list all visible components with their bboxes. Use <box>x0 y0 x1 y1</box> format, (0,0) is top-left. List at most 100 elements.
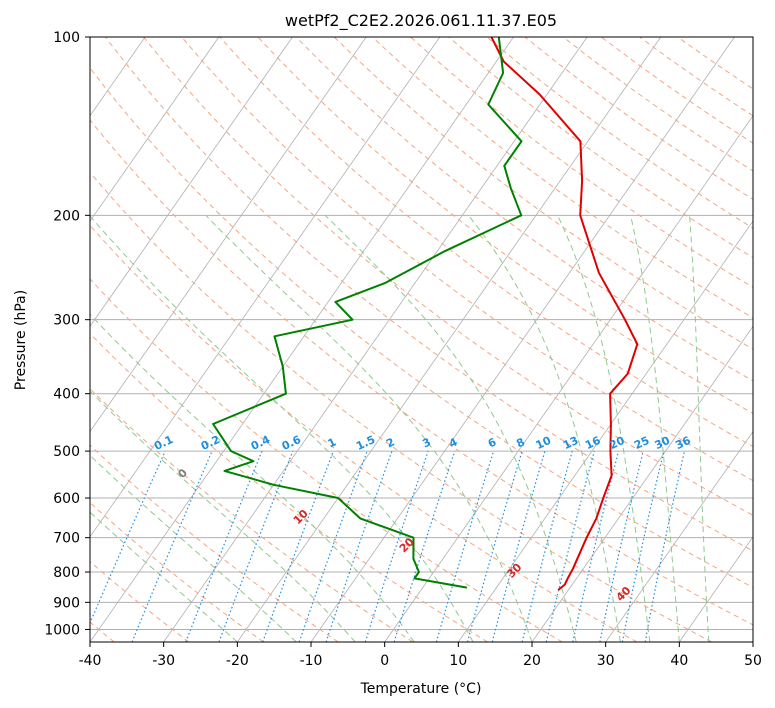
mixing-ratio-label: 8 <box>514 435 526 450</box>
x-axis-ticks: -40 -30 -20 -10 0 10 20 30 40 50 <box>79 642 762 669</box>
x-tick-label: 50 <box>744 653 762 669</box>
plot-frame <box>89 36 754 643</box>
isotherm <box>531 325 753 642</box>
mixing-ratio-line <box>545 450 595 642</box>
dewpoint-profile <box>212 37 523 589</box>
dry-adiabat <box>601 37 753 144</box>
x-tick-label: 20 <box>523 653 541 669</box>
y-tick-label: 1000 <box>44 622 80 638</box>
moist-adiabat <box>557 215 651 642</box>
isotherm <box>163 37 588 642</box>
mixing-ratio-label: 0.2 <box>199 433 222 453</box>
dry-adiabat <box>410 37 753 289</box>
line-labels: 0.1 0.2 0.4 0.6 1 1.5 2 3 4 6 8 10 13 16 20 25 30 3601020… <box>152 433 693 604</box>
x-axis-label: Temperature (°C) <box>360 681 482 697</box>
temperature-profile <box>490 37 639 591</box>
mixing-ratio-label: 25 <box>632 434 651 452</box>
y-axis-ticks: 100 200 300 400 500 600 700 800 900 1000 <box>44 30 90 638</box>
mixing-ratio-line <box>131 450 213 642</box>
x-tick-label: 10 <box>449 653 467 669</box>
dry-adiabat <box>257 37 753 414</box>
mixing-ratio-label: 0.6 <box>280 433 303 453</box>
moist-adiabat <box>90 454 297 642</box>
moist-adiabats <box>90 214 710 642</box>
x-tick-label: -30 <box>152 653 175 669</box>
dry-adiabat <box>90 560 190 642</box>
moist-adiabat <box>90 390 356 642</box>
dry-adiabat <box>333 37 753 350</box>
y-axis-label: Pressure (hPa) <box>13 290 29 390</box>
mixing-ratio-label: 4 <box>447 435 460 450</box>
mixing-ratio-line <box>599 450 644 642</box>
mixing-ratio-line <box>364 450 429 642</box>
isotherm <box>0 37 72 642</box>
dry-adiabat <box>372 37 753 319</box>
mixing-ratio-line <box>298 450 368 642</box>
dry-adiabat <box>104 37 753 552</box>
sounding-profiles <box>212 37 639 591</box>
isotherm <box>752 641 753 642</box>
y-tick-label: 300 <box>53 313 80 329</box>
moist-adiabat <box>205 214 533 642</box>
x-tick-label: 0 <box>380 653 389 669</box>
x-tick-label: -10 <box>300 653 323 669</box>
dry-adiabat <box>90 67 753 588</box>
mixing-ratio-line <box>435 450 495 642</box>
y-tick-label: 500 <box>53 444 80 460</box>
mixing-ratio-line <box>466 450 523 642</box>
isotherm <box>90 37 220 222</box>
x-tick-label: -20 <box>226 653 249 669</box>
dry-adiabat-label: 30 <box>504 561 524 581</box>
dry-adiabat-label: 40 <box>614 584 634 604</box>
dry-adiabat <box>143 37 753 516</box>
mixing-ratio-line <box>644 450 686 642</box>
moist-adiabat <box>90 511 238 642</box>
mixing-ratio-label: 0.4 <box>249 433 272 453</box>
dry-adiabat <box>295 37 753 382</box>
isotherm <box>679 536 753 642</box>
y-tick-label: 800 <box>53 565 80 581</box>
mixing-ratio-line <box>491 450 546 642</box>
dry-adiabat <box>486 37 753 229</box>
dry-adiabat <box>90 171 712 642</box>
dry-adiabats <box>90 37 753 642</box>
mixing-ratio-label: 6 <box>486 435 499 450</box>
isotherm <box>458 220 753 642</box>
x-tick-label: 40 <box>670 653 688 669</box>
dry-adiabat <box>90 332 488 642</box>
y-tick-label: 600 <box>53 491 80 507</box>
chart-title: wetPf2_C2E2.2026.061.11.37.E05 <box>285 11 557 31</box>
pressure-gridlines <box>90 37 753 630</box>
isotherm <box>90 37 514 642</box>
isotherms <box>0 37 753 642</box>
isotherm <box>90 37 293 327</box>
dry-adiabat-label: 0 <box>175 466 190 481</box>
mixing-ratio-line <box>218 450 294 642</box>
moist-adiabat <box>468 214 621 642</box>
mixing-ratio-label: 30 <box>653 434 673 452</box>
mixing-ratio-label: 1 <box>326 435 338 450</box>
dry-adiabat <box>448 37 753 259</box>
dry-adiabat <box>90 388 414 642</box>
isotherm <box>237 37 662 642</box>
y-tick-label: 100 <box>53 30 80 46</box>
y-tick-label: 900 <box>53 595 80 611</box>
mixing-ratio-label: 0.1 <box>152 433 175 453</box>
dry-adiabat <box>90 119 753 626</box>
y-tick-label: 400 <box>53 387 80 403</box>
mixing-ratio-label: 13 <box>561 434 580 452</box>
mixing-ratio-line <box>325 450 393 642</box>
dry-adiabat <box>90 224 638 642</box>
dry-adiabat <box>181 37 753 482</box>
isotherm <box>384 115 753 642</box>
dry-adiabat <box>677 37 753 90</box>
moist-adiabat <box>630 215 680 642</box>
mixing-ratio-label: 3 <box>420 435 432 450</box>
x-tick-label: -40 <box>79 653 102 669</box>
x-tick-label: 30 <box>597 653 615 669</box>
mixing-ratio-line <box>393 450 456 642</box>
mixing-ratio-line <box>90 450 166 625</box>
y-tick-label: 700 <box>53 531 80 547</box>
mixing-ratio-lines <box>90 450 686 642</box>
